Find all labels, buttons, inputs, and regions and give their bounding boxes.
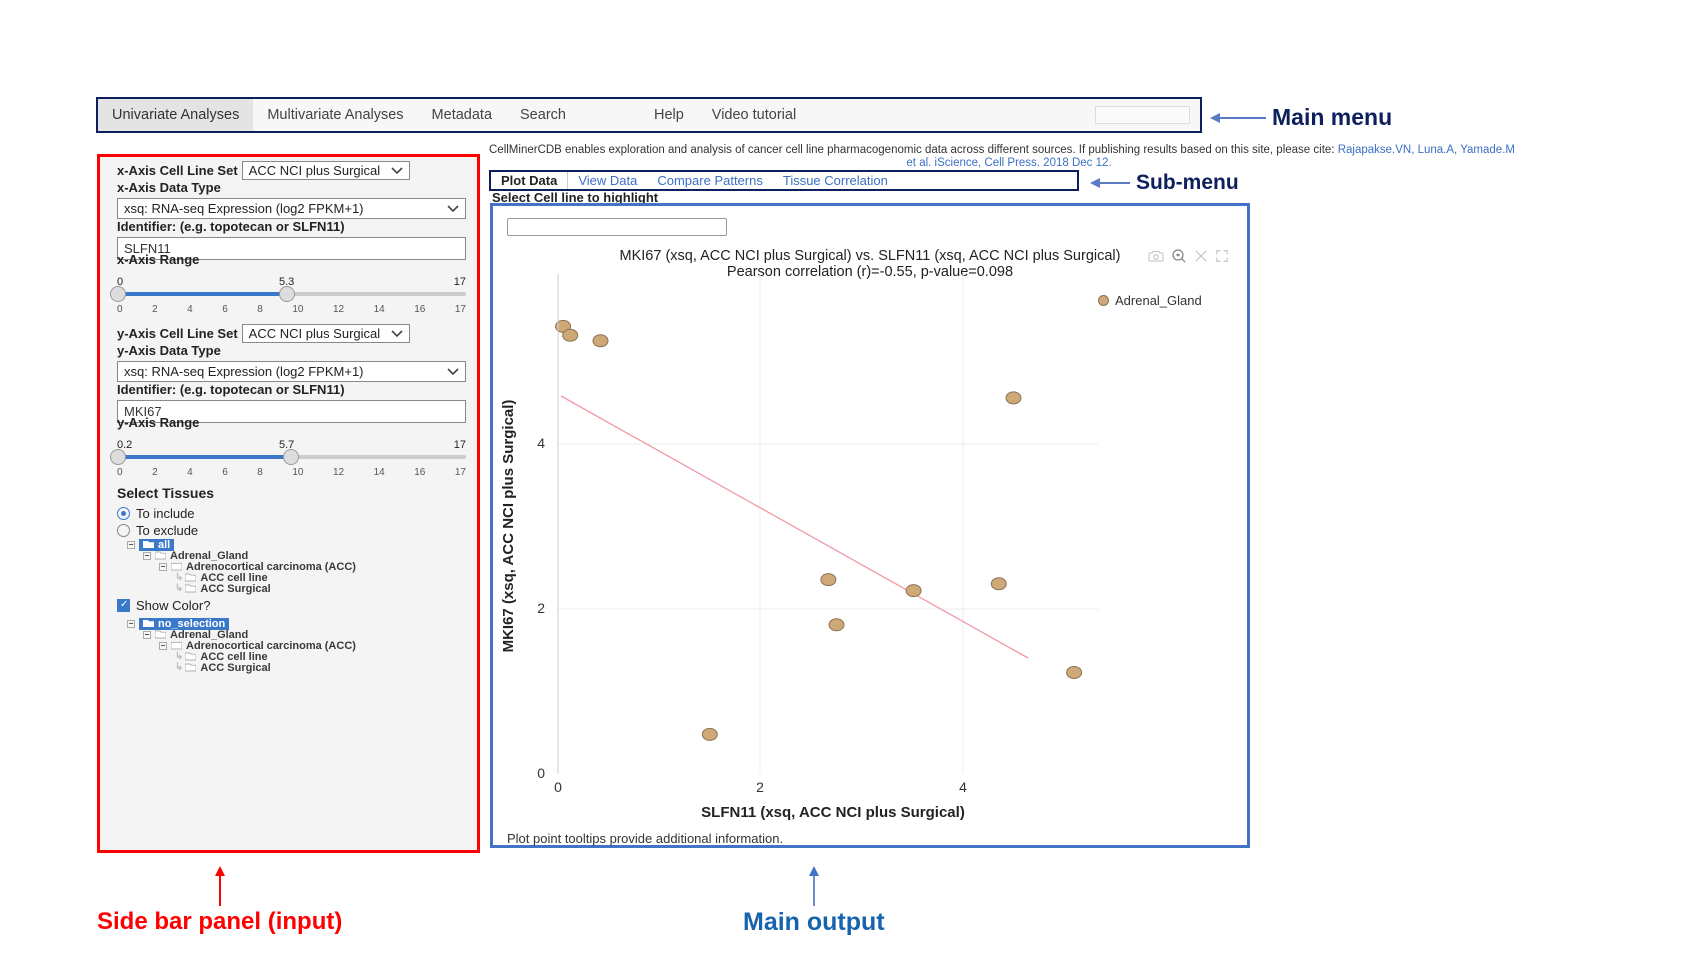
svg-text:4: 4	[537, 435, 545, 451]
svg-text:0: 0	[554, 779, 562, 795]
svg-text:4: 4	[959, 779, 967, 795]
svg-text:MKI67 (xsq, ACC NCI plus Surgi: MKI67 (xsq, ACC NCI plus Surgical)	[500, 400, 517, 653]
svg-text:2: 2	[537, 600, 545, 616]
svg-text:SLFN11 (xsq, ACC NCI plus Surg: SLFN11 (xsq, ACC NCI plus Surgical)	[701, 804, 965, 821]
svg-text:0: 0	[537, 765, 545, 781]
svg-text:2: 2	[756, 779, 764, 795]
